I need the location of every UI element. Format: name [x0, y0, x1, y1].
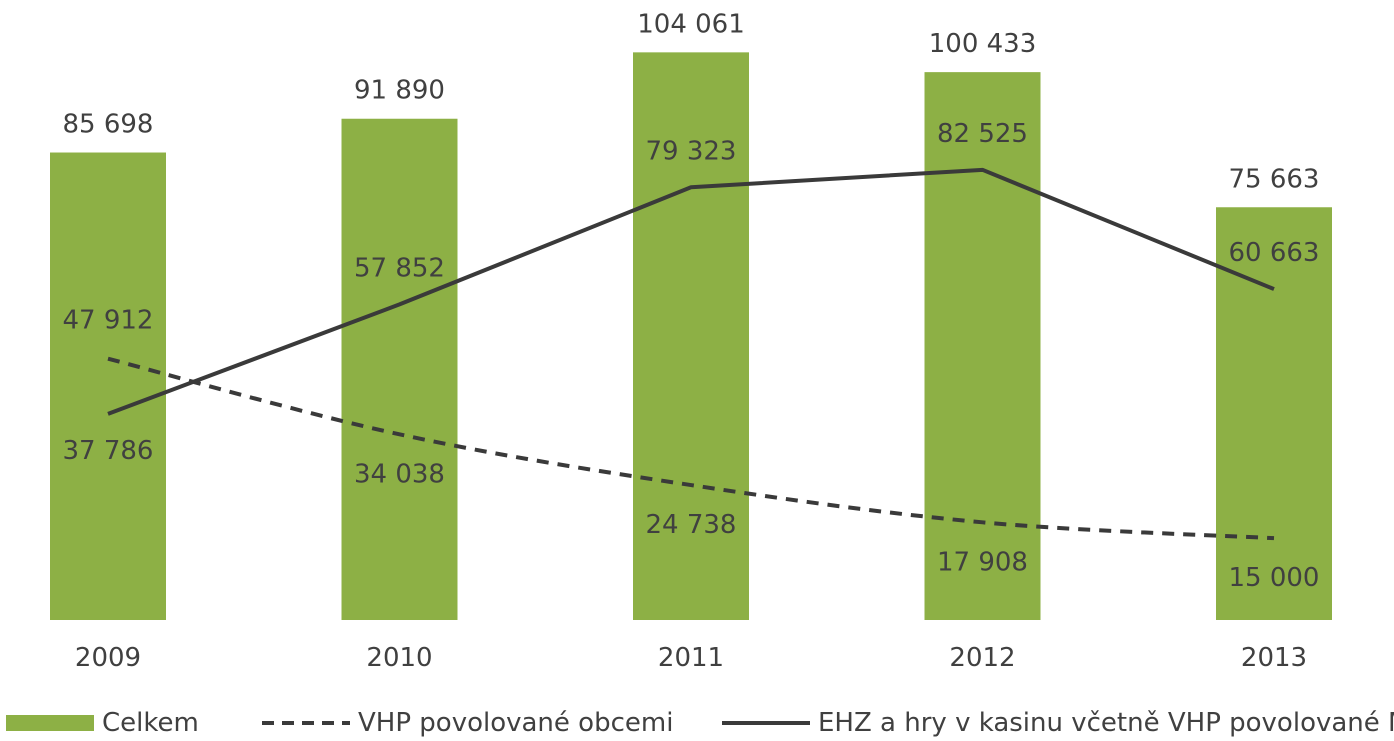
legend-swatch-dashed	[262, 721, 350, 725]
bar-label-2011: 104 061	[637, 9, 745, 39]
legend-label: Celkem	[102, 708, 199, 738]
ehz-label-2010: 57 852	[354, 253, 445, 283]
bar-2010	[341, 118, 458, 620]
bar-2013	[1216, 207, 1332, 620]
vhp-label-2012: 17 908	[937, 547, 1028, 577]
chart-plot: 85 698 91 890 104 061 100 433 75 663 47 912 34…	[50, 9, 1332, 673]
legend-label: EHZ a hry v kasinu včetně VHP povolované…	[818, 708, 1394, 738]
legend-swatch-line	[722, 721, 810, 725]
bar-2011	[633, 52, 749, 621]
bar-label-2009: 85 698	[63, 110, 154, 140]
bar-2009	[50, 152, 166, 621]
vhp-label-2013: 15 000	[1229, 563, 1320, 593]
bar-label-2013: 75 663	[1229, 164, 1320, 194]
legend-swatch-bar	[6, 715, 94, 731]
x-tick-2009: 2009	[75, 643, 141, 673]
x-tick-2013: 2013	[1241, 643, 1307, 673]
ehz-label-2009: 37 786	[63, 436, 154, 466]
line-ehz	[107, 167, 1275, 416]
ehz-label-2011: 79 323	[646, 136, 737, 166]
vhp-label-2009: 47 912	[63, 306, 154, 336]
legend-label: VHP povolované obcemi	[358, 708, 674, 738]
x-tick-2010: 2010	[366, 643, 432, 673]
bar-label-2012: 100 433	[929, 29, 1037, 59]
vhp-label-2010: 34 038	[354, 459, 445, 489]
ehz-label-2012: 82 525	[937, 119, 1028, 149]
legend-item-vhp-obce: VHP povolované obcemi	[262, 705, 673, 741]
line-vhp-obce	[107, 356, 1275, 541]
bar-label-2010: 91 890	[354, 76, 445, 106]
legend: Celkem VHP povolované obcemi EHZ a hry v…	[0, 705, 1394, 741]
x-tick-2011: 2011	[658, 643, 724, 673]
legend-item-celkem: Celkem	[6, 705, 199, 741]
bar-2012	[924, 72, 1041, 620]
x-tick-2012: 2012	[949, 643, 1015, 673]
vhp-label-2011: 24 738	[646, 510, 737, 540]
legend-item-ehz: EHZ a hry v kasinu včetně VHP povolované…	[722, 705, 1394, 741]
ehz-label-2013: 60 663	[1229, 238, 1320, 268]
